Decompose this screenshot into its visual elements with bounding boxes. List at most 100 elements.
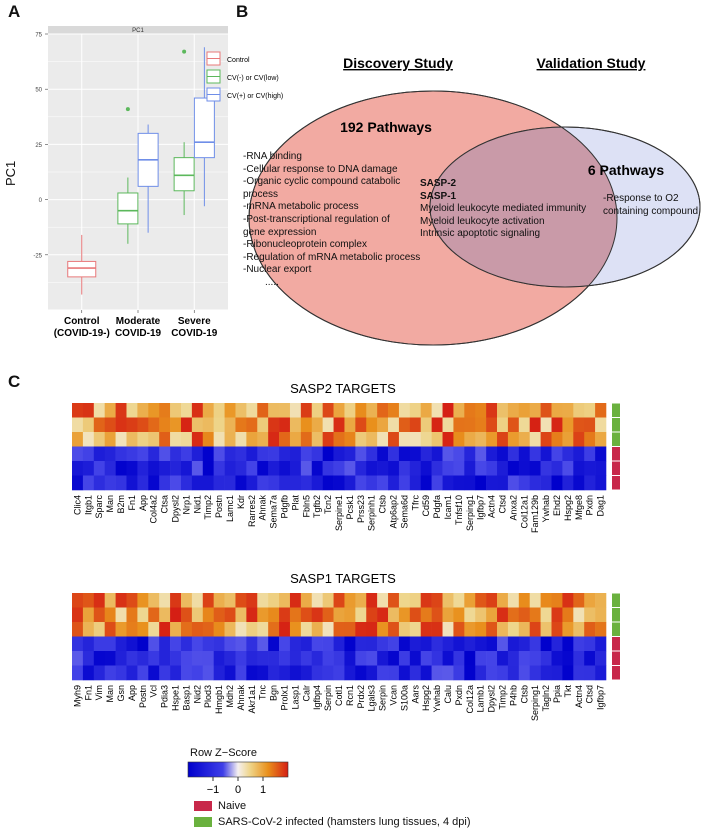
heatmap-cell <box>104 475 116 491</box>
heatmap-cell <box>246 651 258 666</box>
heatmap-cell <box>333 651 345 666</box>
heatmap-cell <box>148 403 160 418</box>
heatmap-cell <box>268 446 280 462</box>
heatmap-cell <box>202 622 214 637</box>
gene-label: Col12a1 <box>519 495 529 529</box>
validation-study-title: Validation Study <box>537 55 646 71</box>
heatmap-cell <box>562 403 574 418</box>
heatmap-cell <box>540 432 552 447</box>
heatmap-cell <box>497 446 509 462</box>
heatmap-cell <box>475 475 487 491</box>
heatmap-cell <box>268 417 280 433</box>
heatmap-cell <box>300 665 313 681</box>
heatmap-cell <box>148 446 160 462</box>
heatmap-cell <box>82 593 95 608</box>
heatmap-cell <box>551 665 563 681</box>
heatmap-cell <box>366 636 378 652</box>
heatmap-cell <box>497 622 509 637</box>
heatmap-cell <box>464 446 476 462</box>
heatmap-cell <box>180 636 193 652</box>
legend-text-high: CV(+) or CV(high) <box>227 93 283 100</box>
heatmap-cell <box>246 665 258 681</box>
heatmap-cell <box>202 446 214 462</box>
heatmap-cell <box>322 475 334 491</box>
heatmap-cell <box>464 636 476 652</box>
gene-label: Prdx2 <box>356 685 366 709</box>
heatmap-cell <box>170 607 182 623</box>
heatmap-cell <box>191 461 204 476</box>
heatmap-cell <box>551 593 563 608</box>
heatmap-cell <box>584 475 596 491</box>
heatmap-cell <box>72 446 84 462</box>
heatmap-cell <box>420 593 432 608</box>
heatmap-cell <box>453 665 465 681</box>
pathway-item: -Response to O2 <box>603 193 679 204</box>
heatmap-cell <box>235 417 247 433</box>
heatmap-cell <box>366 403 378 418</box>
heatmap-cell <box>442 446 454 462</box>
heatmap-cell <box>279 446 291 462</box>
heatmap-cell <box>529 607 541 623</box>
heatmap-cell <box>518 403 531 418</box>
heatmap-cell <box>366 593 378 608</box>
outlier-point <box>125 107 130 112</box>
gene-label: Igfbp4 <box>312 685 322 710</box>
heatmap-cell <box>170 636 182 652</box>
heatmap-cell <box>366 432 378 447</box>
heatmap-cell <box>170 651 182 666</box>
heatmap-cell <box>398 607 411 623</box>
heatmap-cell <box>486 593 498 608</box>
heatmap-cell <box>148 417 160 433</box>
gene-label: Fam129b <box>530 495 540 533</box>
gene-label: Ctsb <box>378 495 388 514</box>
gene-label: Man <box>105 495 115 513</box>
heatmap-cell <box>486 461 498 476</box>
naive-legend-item: Naive <box>194 800 246 812</box>
heatmap-cell <box>344 636 356 652</box>
heatmap-cell <box>562 622 574 637</box>
gene-label: Dpysl2 <box>487 685 497 713</box>
heatmap-cell <box>191 636 204 652</box>
heatmap-cell <box>180 461 193 476</box>
heatmap-cell <box>540 417 552 433</box>
heatmap-cell <box>431 432 443 447</box>
heatmap-cell <box>529 446 541 462</box>
box-severe-low <box>173 49 195 216</box>
x-category-label: COVID-19 <box>115 328 162 339</box>
heatmap-cell <box>137 593 149 608</box>
heatmap-cell <box>562 417 574 433</box>
heatmap-cell <box>148 461 160 476</box>
heatmap-cell <box>300 461 313 476</box>
heatmap-cell <box>224 417 236 433</box>
gene-label: Postn <box>138 685 148 708</box>
heatmap-cell <box>529 432 541 447</box>
heatmap-cell <box>268 651 280 666</box>
zscore-colorbar: −1 0 1 <box>187 761 289 796</box>
box-moderate-low <box>117 107 139 244</box>
gene-label: Calu <box>443 685 453 704</box>
gene-label: Tkt <box>563 685 573 698</box>
heatmap-cell <box>497 432 509 447</box>
heatmap-cell <box>453 446 465 462</box>
heatmap-cell <box>562 461 574 476</box>
heatmap-cell <box>93 432 105 447</box>
heatmap-cell <box>159 461 171 476</box>
heatmap-cell <box>562 432 574 447</box>
heatmap-cell <box>355 403 367 418</box>
gene-label: Rarres2 <box>247 495 257 527</box>
heatmap-cell <box>246 446 258 462</box>
heatmap-cell <box>322 432 334 447</box>
box <box>173 157 195 192</box>
gene-label: Prss23 <box>356 495 366 523</box>
heatmap-cell <box>126 461 138 476</box>
heatmap-cell <box>442 593 454 608</box>
heatmap-cell <box>137 607 149 623</box>
heatmap-cell <box>279 403 291 418</box>
heatmap-cell <box>507 446 520 462</box>
heatmap-cell <box>388 461 400 476</box>
heatmap-cell <box>257 417 269 433</box>
heatmap-cell <box>148 636 160 652</box>
heatmap-cell <box>202 607 214 623</box>
heatmap-cell <box>82 622 95 637</box>
heatmap-cell <box>409 622 422 637</box>
